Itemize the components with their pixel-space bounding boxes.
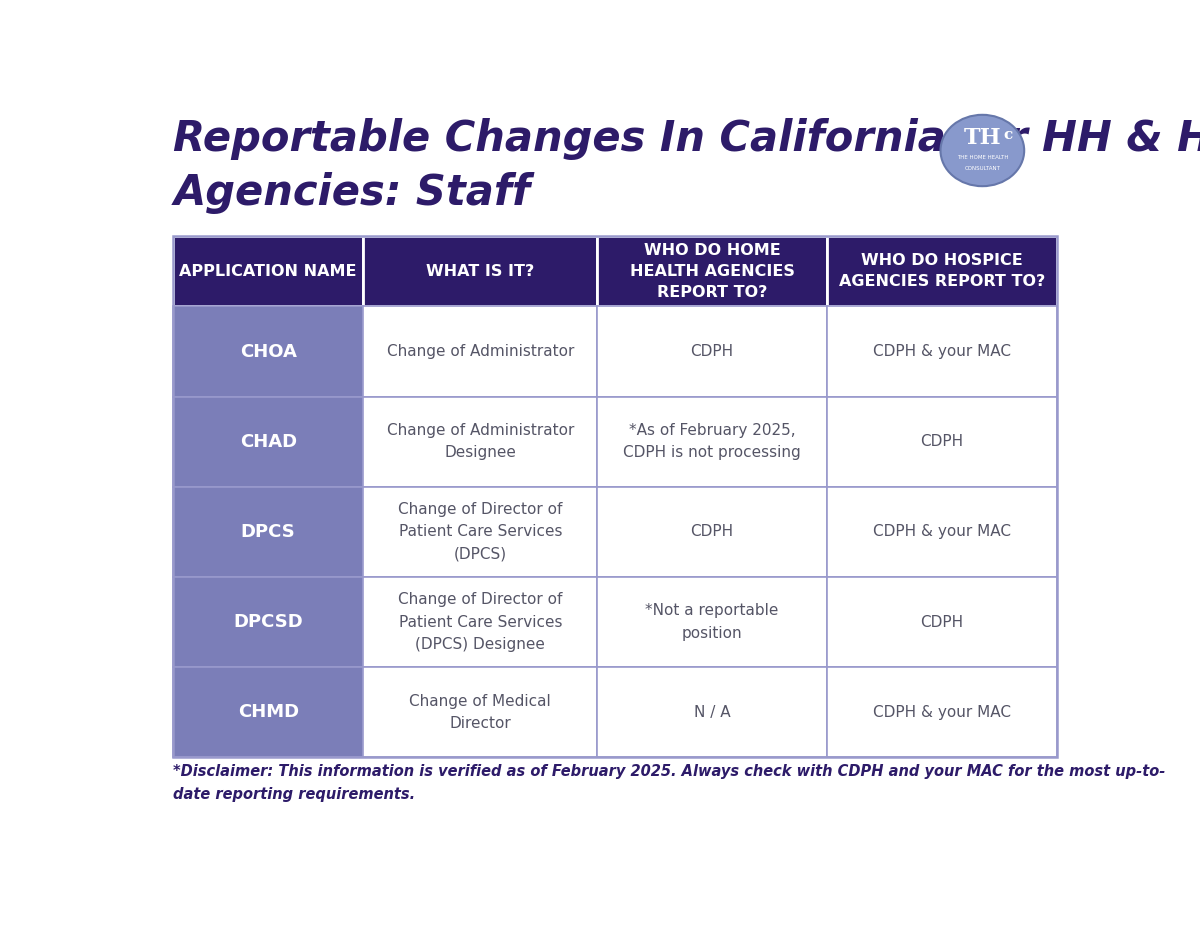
Text: Change of Administrator: Change of Administrator — [386, 344, 574, 359]
Text: N / A: N / A — [694, 705, 731, 719]
Bar — [827, 307, 1057, 397]
Bar — [364, 667, 598, 757]
Bar — [364, 487, 598, 577]
Bar — [827, 397, 1057, 487]
Text: CHMD: CHMD — [238, 704, 299, 721]
Text: CDPH: CDPH — [691, 344, 733, 359]
Text: WHO DO HOSPICE
AGENCIES REPORT TO?: WHO DO HOSPICE AGENCIES REPORT TO? — [839, 253, 1045, 289]
Text: c: c — [1003, 128, 1013, 142]
Bar — [173, 236, 1057, 757]
Bar — [364, 236, 598, 307]
Text: *Disclaimer: This information is verified as of February 2025. Always check with: *Disclaimer: This information is verifie… — [173, 765, 1165, 802]
Text: CONSULTANT: CONSULTANT — [965, 166, 1001, 171]
Text: DPCS: DPCS — [241, 523, 295, 540]
Bar — [827, 577, 1057, 667]
Bar — [827, 487, 1057, 577]
Text: Change of Administrator
Designee: Change of Administrator Designee — [386, 423, 574, 461]
Bar — [827, 667, 1057, 757]
Bar — [827, 236, 1057, 307]
Text: CDPH: CDPH — [920, 434, 964, 450]
Text: TH: TH — [964, 127, 1001, 148]
Bar — [364, 577, 598, 667]
Bar — [173, 667, 364, 757]
Bar — [598, 397, 827, 487]
Text: Reportable Changes In California for HH & HSP: Reportable Changes In California for HH … — [173, 119, 1200, 160]
Text: WHO DO HOME
HEALTH AGENCIES
REPORT TO?: WHO DO HOME HEALTH AGENCIES REPORT TO? — [630, 243, 794, 299]
Text: CHOA: CHOA — [240, 343, 296, 361]
Text: CDPH & your MAC: CDPH & your MAC — [872, 525, 1010, 540]
Bar — [173, 397, 364, 487]
Text: DPCSD: DPCSD — [233, 613, 304, 631]
Text: WHAT IS IT?: WHAT IS IT? — [426, 264, 534, 279]
Bar — [173, 577, 364, 667]
Text: Agencies: Staff: Agencies: Staff — [173, 171, 530, 214]
Text: *As of February 2025,
CDPH is not processing: *As of February 2025, CDPH is not proces… — [623, 423, 802, 461]
Text: CDPH: CDPH — [920, 615, 964, 629]
Text: *Not a reportable
position: *Not a reportable position — [646, 603, 779, 641]
Text: CDPH: CDPH — [691, 525, 733, 540]
Bar — [598, 307, 827, 397]
Bar — [173, 307, 364, 397]
Bar — [598, 577, 827, 667]
Bar — [598, 236, 827, 307]
Text: CDPH & your MAC: CDPH & your MAC — [872, 344, 1010, 359]
Text: THE HOME HEALTH: THE HOME HEALTH — [956, 155, 1008, 160]
Bar — [598, 667, 827, 757]
Text: Change of Medical
Director: Change of Medical Director — [409, 693, 551, 730]
Ellipse shape — [941, 115, 1025, 186]
Text: Change of Director of
Patient Care Services
(DPCS): Change of Director of Patient Care Servi… — [398, 502, 563, 562]
Text: APPLICATION NAME: APPLICATION NAME — [180, 264, 356, 279]
Bar — [364, 307, 598, 397]
Text: CDPH & your MAC: CDPH & your MAC — [872, 705, 1010, 719]
Bar — [173, 487, 364, 577]
Text: CHAD: CHAD — [240, 433, 296, 451]
Bar — [598, 487, 827, 577]
Bar — [364, 397, 598, 487]
Bar — [173, 236, 364, 307]
Text: Change of Director of
Patient Care Services
(DPCS) Designee: Change of Director of Patient Care Servi… — [398, 592, 563, 652]
